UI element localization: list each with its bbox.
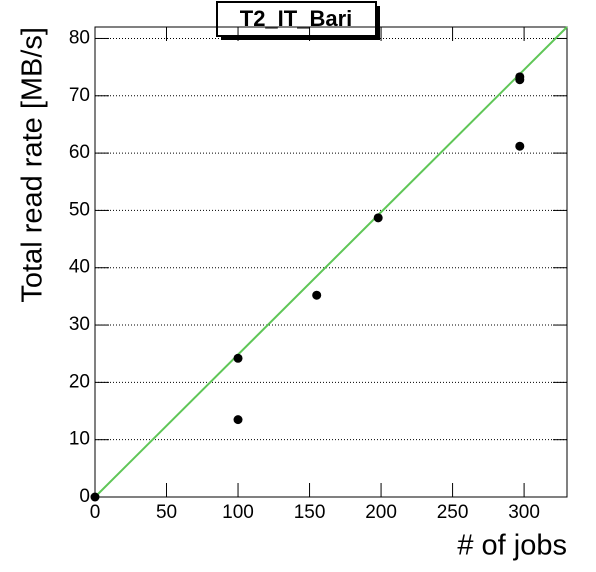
y-tick-label: 10 — [69, 429, 90, 450]
y-tick-label: 20 — [69, 371, 90, 392]
x-tick-label: 100 — [222, 502, 254, 523]
y-tick-label: 0 — [79, 486, 90, 507]
fit-line — [94, 26, 568, 498]
y-tick-label: 60 — [69, 142, 90, 163]
y-tick-label: 40 — [69, 257, 90, 278]
y-tick-label: 30 — [69, 314, 90, 335]
y-axis-label: Total read rate [MB/s] — [17, 27, 49, 303]
data-point — [515, 141, 525, 151]
y-tick-label: 50 — [69, 199, 90, 220]
data-point — [515, 75, 525, 85]
x-tick-label: 50 — [156, 502, 177, 523]
data-point — [233, 415, 243, 425]
data-point — [312, 290, 322, 300]
data-point — [90, 492, 100, 502]
title-box — [216, 1, 377, 37]
y-tick-label: 80 — [69, 27, 90, 48]
data-point — [373, 213, 383, 223]
plot-frame — [94, 26, 568, 498]
x-axis-label: # of jobs — [457, 530, 567, 562]
x-tick-label: 250 — [437, 502, 469, 523]
x-tick-label: 0 — [90, 502, 101, 523]
y-tick-label: 70 — [69, 85, 90, 106]
x-tick-label: 300 — [508, 502, 540, 523]
x-tick-label: 200 — [365, 502, 397, 523]
x-tick-label: 150 — [294, 502, 326, 523]
data-point — [233, 353, 243, 363]
